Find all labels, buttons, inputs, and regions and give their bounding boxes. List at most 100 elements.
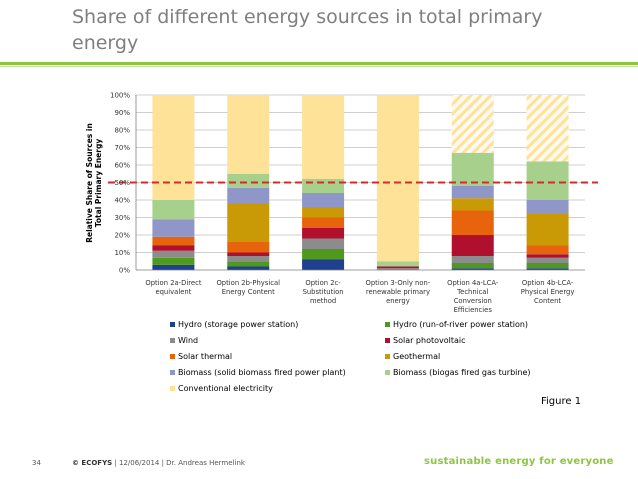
bar-segment xyxy=(376,266,419,269)
y-tick-label: 80% xyxy=(114,127,130,135)
x-tick-label: Option 2a-Direct xyxy=(145,279,201,287)
legend-swatch xyxy=(385,354,390,359)
y-tick-label: 60% xyxy=(114,162,130,170)
legend-label: Hydro (storage power station) xyxy=(178,320,298,329)
legend-label: Biomass (solid biomass fired power plant… xyxy=(178,368,346,377)
x-tick-label: Option 2c- xyxy=(305,279,341,287)
bar-segment xyxy=(526,268,569,270)
axes: 0% 10% 20% 30% 40% 50% 60% 70% 80% 90% 100% Relativ… xyxy=(85,92,585,275)
bar-segment xyxy=(526,263,569,269)
x-tick-label: Efficiencies xyxy=(454,306,493,314)
bar-segment xyxy=(227,173,270,188)
x-tick-label: Option 3-Only non- xyxy=(366,279,431,287)
legend-swatch xyxy=(170,338,175,343)
bar-segment xyxy=(451,268,494,270)
bar-segment xyxy=(152,200,195,220)
y-tick-label: 20% xyxy=(114,232,130,240)
bars xyxy=(108,95,598,270)
legend-swatch xyxy=(170,370,175,375)
bar-segment xyxy=(302,238,345,249)
x-tick-label: Technical xyxy=(456,288,488,296)
legend-label: Solar photovoltaic xyxy=(393,336,466,345)
bar-segment xyxy=(152,264,195,270)
bar-segment xyxy=(302,249,345,260)
y-axis-title: Relative Share of Sources inTotal Primar… xyxy=(85,123,103,243)
bar-segment xyxy=(302,207,345,218)
bar-segment xyxy=(227,95,270,174)
bar-segment xyxy=(227,242,270,253)
legend-swatch xyxy=(385,338,390,343)
x-tick-label: Content xyxy=(534,297,561,305)
bar-segment xyxy=(526,214,569,246)
bar-segment xyxy=(376,268,419,270)
bar-segment xyxy=(451,235,494,256)
legend-label: Geothermal xyxy=(393,352,440,361)
footer-page-number: 34 xyxy=(32,459,41,467)
bar-segment xyxy=(152,257,195,265)
bar-segment xyxy=(152,95,195,200)
legend-label: Conventional electricity xyxy=(178,384,273,393)
x-tick-label: Option 4b-LCA- xyxy=(522,279,574,287)
x-tick-label: energy xyxy=(386,297,410,305)
y-tick-label: 90% xyxy=(114,109,130,117)
x-tick-label: Option 4a-LCA- xyxy=(447,279,499,287)
bar-segment xyxy=(302,95,345,179)
bar-segment xyxy=(152,236,195,246)
x-tick-label: Option 2b-Physical xyxy=(216,279,280,287)
bar-segment xyxy=(302,217,345,228)
x-tick-label: method xyxy=(310,297,336,305)
bar-segment xyxy=(227,187,270,204)
bar-segment xyxy=(302,193,345,207)
y-tick-label: 70% xyxy=(114,144,130,152)
bar-segment xyxy=(526,254,569,258)
footer-details: | 12/06/2014 | Dr. Andreas Hermelink xyxy=(112,459,245,467)
x-tick-label: Conversion xyxy=(454,297,492,305)
bar-segment xyxy=(302,179,345,193)
page-title: Share of different energy sources in tot… xyxy=(72,6,543,54)
bar-segment xyxy=(302,259,345,270)
bar-segment xyxy=(526,200,569,214)
bar-segment xyxy=(451,95,494,153)
title-divider-light xyxy=(0,66,638,67)
bar-segment xyxy=(227,203,270,242)
legend-label: Biomass (biogas fired gas turbine) xyxy=(393,368,530,377)
bar-segment xyxy=(451,263,494,269)
bar-segment xyxy=(152,245,195,251)
bar-segment xyxy=(227,266,270,270)
y-tick-label: 30% xyxy=(114,214,130,222)
bar-segment xyxy=(227,261,270,267)
bar-segment xyxy=(376,261,419,267)
bar-segment xyxy=(451,186,494,199)
x-tick-label: Substitution xyxy=(303,288,344,296)
legend-swatch xyxy=(385,370,390,375)
y-axis-title-line: Total Primary Energy xyxy=(94,139,103,228)
bar-segment xyxy=(227,256,270,262)
bar-segment xyxy=(451,152,494,186)
bar-segment xyxy=(451,210,494,235)
y-tick-label: 100% xyxy=(110,92,130,100)
title-divider xyxy=(0,62,638,65)
bar-segment xyxy=(227,252,270,256)
bar-segment xyxy=(152,219,195,237)
bar-segment xyxy=(526,95,569,162)
bar-segment xyxy=(526,257,569,263)
legend-swatch xyxy=(170,386,175,391)
legend-label: Wind xyxy=(178,336,198,345)
bar-segment xyxy=(302,228,345,239)
y-tick-label: 0% xyxy=(119,267,130,275)
legend-label: Solar thermal xyxy=(178,352,232,361)
bar-segment xyxy=(451,198,494,211)
bar-segment xyxy=(376,95,419,262)
bar-segment xyxy=(451,256,494,263)
legend-swatch xyxy=(385,322,390,327)
x-tick-label: Physical Energy xyxy=(521,288,575,296)
bar-segment xyxy=(526,161,569,200)
footer-info: © ECOFYS | 12/06/2014 | Dr. Andreas Herm… xyxy=(72,459,245,467)
footer-copyright: © ECOFYS xyxy=(72,459,113,467)
y-tick-label: 50% xyxy=(114,179,130,187)
y-axis-title-line: Relative Share of Sources in xyxy=(85,123,94,243)
x-tick-label: equivalent xyxy=(155,288,191,296)
bar-segment xyxy=(526,245,569,255)
